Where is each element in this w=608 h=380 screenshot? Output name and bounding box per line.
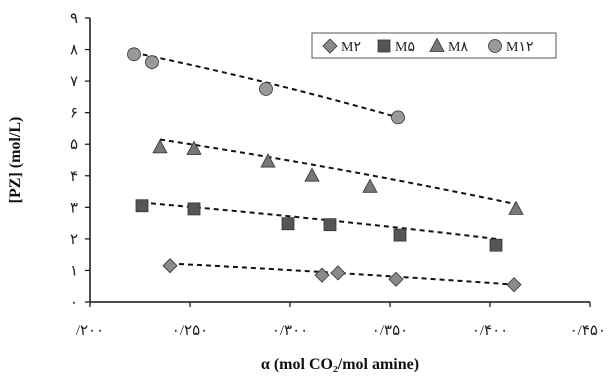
- y-tick-label: ۴: [70, 169, 78, 185]
- data-point: [388, 271, 404, 287]
- x-tick-label: ۰/۳۵۰: [372, 323, 408, 339]
- y-tick-label: ۰: [70, 295, 78, 311]
- y-tick-label: ۸: [70, 43, 78, 59]
- y-tick-label: ۵: [70, 137, 78, 153]
- data-markers: [127, 47, 524, 293]
- y-tick-label: ۲: [70, 232, 78, 248]
- y-axis-title: [PZ] (mol/L): [7, 117, 24, 204]
- data-point: [330, 265, 346, 281]
- legend-label: M۲: [341, 40, 361, 55]
- data-point: [506, 277, 522, 293]
- x-tick-label: ۰/۴۰۰: [472, 323, 508, 339]
- data-point: [259, 82, 273, 96]
- data-point: [152, 139, 168, 154]
- data-point: [489, 238, 503, 252]
- y-tick-label: ۶: [70, 106, 78, 122]
- x-tick-label: /۲۰۰: [76, 323, 104, 339]
- y-tick-label: ۱: [70, 263, 78, 279]
- legend-marker: [322, 38, 338, 54]
- data-point: [162, 258, 178, 274]
- data-point: [186, 140, 202, 155]
- data-point: [508, 200, 524, 215]
- y-tick-label: ۳: [70, 200, 78, 216]
- data-point: [127, 47, 141, 62]
- legend-label: M۱۲: [506, 40, 534, 55]
- y-tick-label: ۷: [70, 74, 78, 90]
- x-tick-label: ۰/۳۰۰: [272, 323, 308, 339]
- legend: M۲ M۵ M۸ M۱۲: [311, 32, 557, 59]
- x-axis-title: α (mol CO₂/mol amine): [261, 356, 419, 373]
- data-point: [187, 202, 201, 216]
- y-tick-label: ۹: [70, 11, 78, 27]
- legend-items: M۲ M۵ M۸ M۱۲: [322, 37, 534, 55]
- data-point: [393, 228, 407, 242]
- legend-label: M۵: [395, 40, 415, 55]
- x-tick-label: ۰/۲۵۰: [172, 323, 208, 339]
- legend-marker: [429, 37, 445, 52]
- legend-marker: [377, 39, 391, 53]
- data-point: [145, 55, 159, 70]
- data-point: [391, 110, 405, 125]
- data-point: [281, 217, 295, 231]
- data-point: [362, 178, 378, 193]
- data-point: [314, 267, 330, 283]
- x-tick-label: ۰/۴۵۰: [570, 323, 606, 339]
- data-point: [260, 153, 276, 168]
- axis-ticks: ۰ ۱ ۲ ۳ ۴ ۵ ۶ ۷ ۸ ۹/۲۰۰ ۰/۲۵۰ ۰/۳۰۰ ۰/۳۵۰ ۰/۴۰۰ ۰/۴۵۰: [70, 11, 606, 339]
- legend-label: M۸: [448, 40, 468, 55]
- data-point: [323, 218, 337, 232]
- data-point: [135, 199, 149, 213]
- legend-marker: [488, 39, 502, 53]
- data-point: [304, 167, 320, 182]
- trendline: [159, 138, 517, 206]
